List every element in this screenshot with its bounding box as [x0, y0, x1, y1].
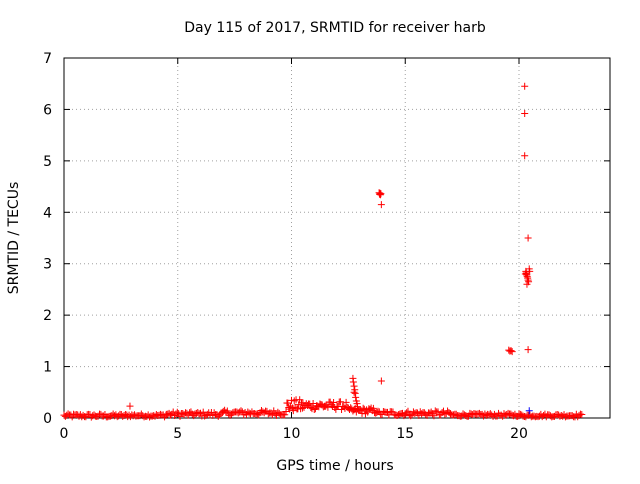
data-point [336, 398, 344, 406]
y-tick-label: 1 [43, 360, 52, 376]
data-point [310, 406, 318, 414]
data-point [173, 408, 181, 416]
data-point [404, 407, 412, 415]
data-point [377, 377, 385, 385]
data-point [223, 407, 231, 415]
x-axis-label: GPS time / hours [276, 458, 393, 474]
y-tick-label: 2 [43, 308, 52, 324]
data-point [521, 270, 529, 278]
data-point-highlight [525, 407, 533, 415]
data-point [290, 397, 298, 405]
data-point [126, 402, 134, 410]
data-point [350, 382, 358, 390]
data-point [289, 407, 297, 415]
data-point [285, 403, 293, 411]
y-tick-label: 6 [43, 102, 52, 118]
data-point [524, 234, 532, 242]
data-point [526, 267, 534, 275]
data-point [281, 411, 289, 419]
data-point [578, 410, 586, 418]
y-tick-label: 5 [43, 154, 52, 170]
x-tick-label: 15 [396, 426, 414, 442]
data-point [342, 398, 350, 406]
x-tick-label: 10 [283, 426, 301, 442]
axis-layer: 0 5 10 15 20 0 1 2 3 4 5 6 7 [43, 51, 611, 442]
y-tick-label: 3 [43, 257, 52, 273]
y-tick-label: 7 [43, 51, 52, 67]
x-tick-label: 20 [510, 426, 528, 442]
data-point [349, 378, 357, 386]
data-point [407, 412, 415, 420]
data-point [521, 82, 529, 90]
plot-frame [63, 57, 611, 419]
data-point [377, 201, 385, 209]
data-point [359, 404, 367, 412]
data-point [524, 346, 532, 354]
data-point [377, 190, 385, 198]
data-point [237, 407, 245, 415]
y-axis-label: SRMTID / TECUs [6, 182, 22, 295]
data-point [521, 152, 529, 160]
data-point [296, 396, 304, 404]
y-tick-label: 0 [43, 411, 52, 427]
points-layer [60, 82, 586, 421]
grid-layer [64, 58, 610, 418]
data-point [282, 407, 290, 415]
data-point [297, 405, 305, 413]
x-tick-label: 0 [60, 426, 69, 442]
data-point [353, 403, 361, 411]
data-point [352, 393, 360, 401]
data-point [430, 412, 438, 420]
data-point [340, 403, 348, 411]
x-tick-label: 5 [173, 426, 182, 442]
data-point [523, 280, 531, 288]
chart-title: Day 115 of 2017, SRMTID for receiver har… [184, 20, 486, 36]
data-point [508, 348, 516, 356]
data-point [507, 347, 515, 355]
data-point [306, 400, 314, 408]
data-point [521, 110, 529, 118]
y-tick-label: 4 [43, 205, 52, 221]
data-point [350, 388, 358, 396]
data-point [369, 404, 377, 412]
